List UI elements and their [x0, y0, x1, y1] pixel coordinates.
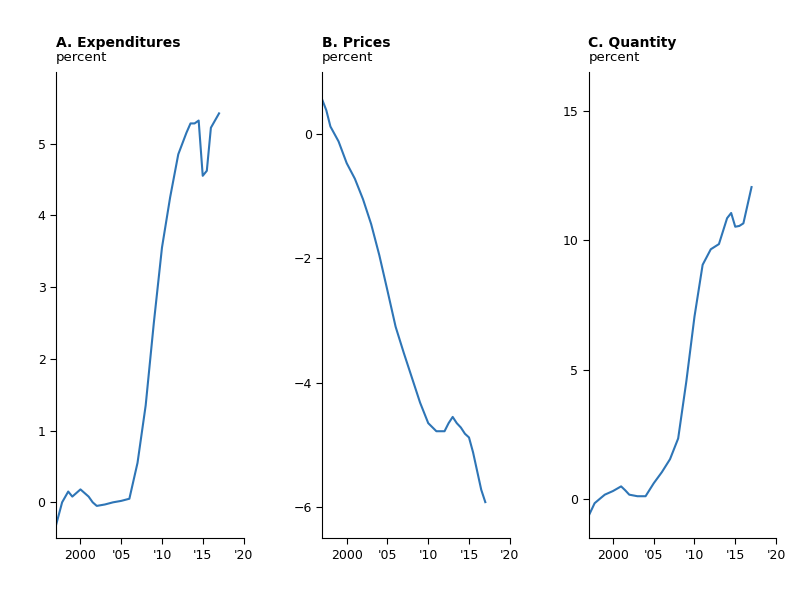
Text: percent: percent: [56, 51, 107, 64]
Text: percent: percent: [322, 51, 374, 64]
Text: A. Expenditures: A. Expenditures: [56, 36, 181, 50]
Text: C. Quantity: C. Quantity: [589, 36, 677, 50]
Text: B. Prices: B. Prices: [322, 36, 390, 50]
Text: percent: percent: [589, 51, 640, 64]
